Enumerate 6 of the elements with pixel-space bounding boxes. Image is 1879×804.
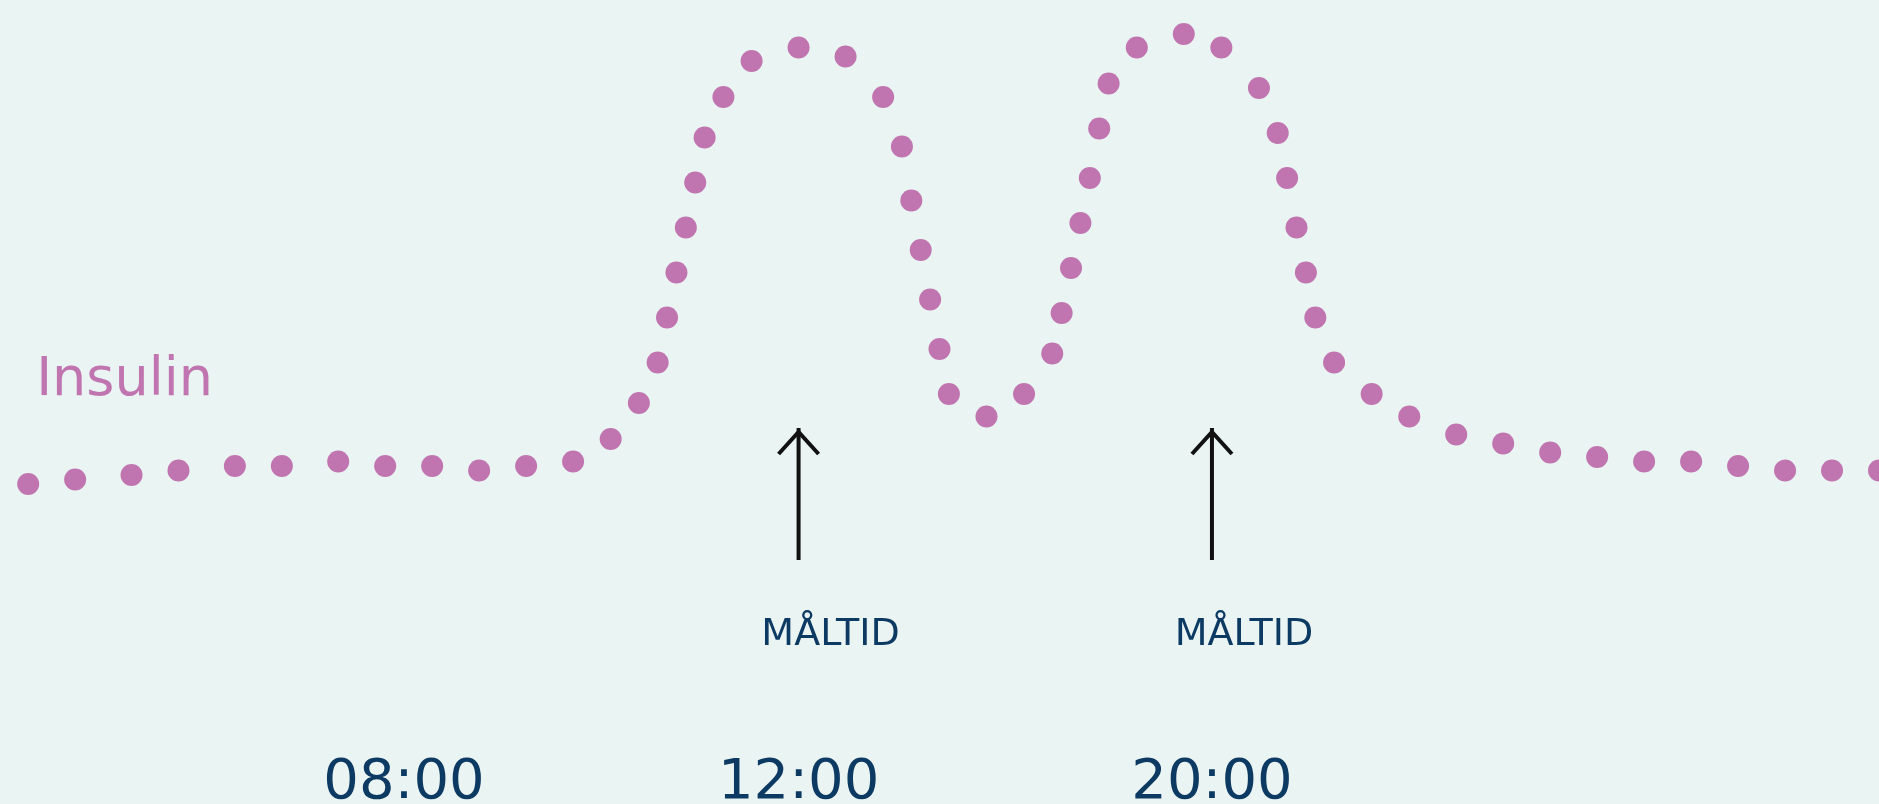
text: MÅLTID bbox=[1174, 610, 1314, 654]
x-tick-label: 20:00 bbox=[1131, 746, 1293, 804]
series-label: Insulin bbox=[36, 345, 213, 408]
text: MÅLTID bbox=[761, 610, 900, 654]
x-tick-label: 12:00 bbox=[717, 746, 880, 804]
x-tick-label: 08:00 bbox=[323, 746, 485, 804]
